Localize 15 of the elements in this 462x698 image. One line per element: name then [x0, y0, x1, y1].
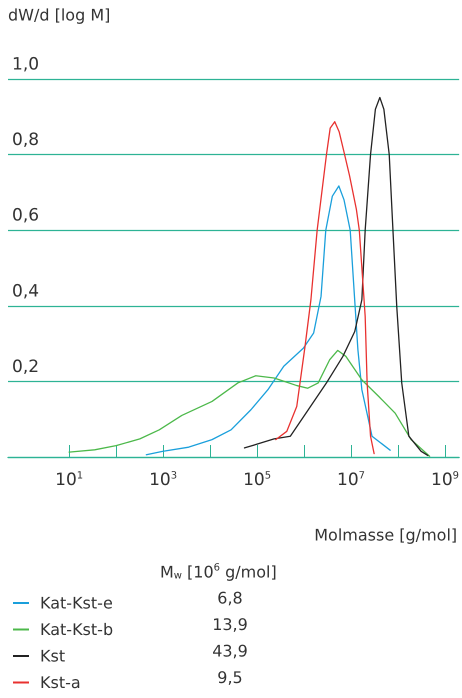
text: 43,9 [212, 642, 248, 660]
y-tick-label: 0,6 [12, 206, 40, 226]
text: 9,5 [217, 668, 243, 687]
y-tick-label: 0,2 [12, 356, 40, 377]
x-axis-title: Molmasse [g/mol] [314, 526, 458, 544]
y-axis-title: dW/d [log M] [8, 6, 110, 24]
legend-label: Kat-Kst-e [40, 594, 113, 612]
y-tick-label: 0,4 [12, 281, 40, 302]
legend-label: Kst-a [40, 673, 81, 692]
y-tick-label: 1,0 [12, 54, 40, 74]
text: 6,8 [217, 588, 243, 608]
y-tick-label: 0,8 [12, 130, 40, 150]
text: 13,9 [212, 615, 248, 634]
legend-label: Kat-Kst-b [40, 620, 114, 639]
legend-label: Kst [40, 646, 66, 666]
